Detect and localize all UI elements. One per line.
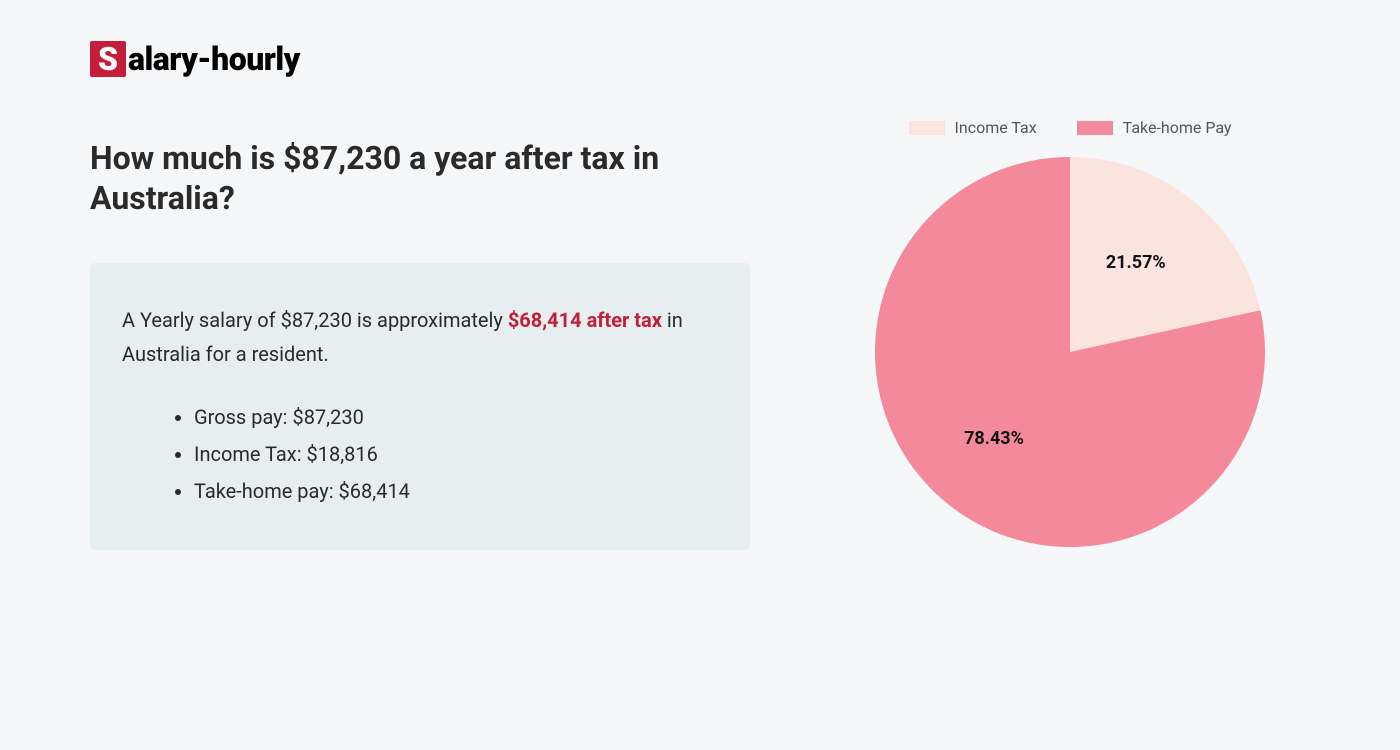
list-item: Take-home pay: $68,414 <box>194 473 718 510</box>
chart-legend: Income Tax Take-home Pay <box>830 118 1310 137</box>
list-item: Gross pay: $87,230 <box>194 399 718 436</box>
legend-item: Income Tax <box>909 118 1037 137</box>
summary-highlight: $68,414 after tax <box>508 308 662 332</box>
legend-label: Income Tax <box>955 118 1037 137</box>
summary-list: Gross pay: $87,230 Income Tax: $18,816 T… <box>122 399 718 510</box>
logo-mark: S <box>90 41 126 77</box>
slice-label: 21.57% <box>1106 252 1166 273</box>
slice-label: 78.43% <box>964 428 1024 449</box>
list-item: Income Tax: $18,816 <box>194 436 718 473</box>
summary-text: A Yearly salary of $87,230 is approximat… <box>122 303 718 371</box>
site-logo: S alary-hourly <box>90 40 1310 78</box>
pie-chart: 21.57% 78.43% <box>875 157 1265 547</box>
summary-prefix: A Yearly salary of $87,230 is approximat… <box>122 308 508 332</box>
legend-item: Take-home Pay <box>1077 118 1232 137</box>
pie-svg <box>875 157 1265 547</box>
legend-swatch <box>909 121 945 135</box>
summary-box: A Yearly salary of $87,230 is approximat… <box>90 263 750 550</box>
logo-text: alary-hourly <box>128 40 300 78</box>
page-title: How much is $87,230 a year after tax in … <box>90 138 750 218</box>
legend-swatch <box>1077 121 1113 135</box>
legend-label: Take-home Pay <box>1123 118 1232 137</box>
